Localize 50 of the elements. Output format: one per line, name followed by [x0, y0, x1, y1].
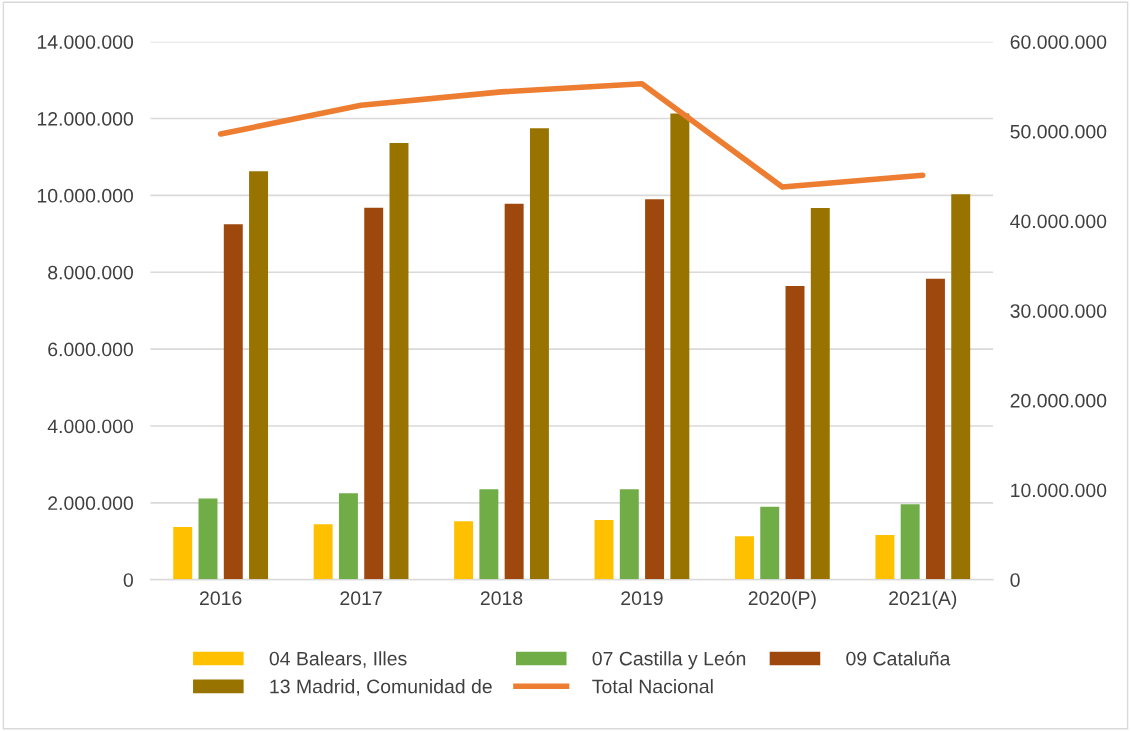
bar [810, 208, 830, 580]
y-tick-label: 0 [123, 573, 133, 587]
y2-tick-label: 40.000.000 [1010, 214, 1107, 229]
bar [925, 278, 945, 580]
bar [504, 203, 524, 580]
bar [389, 143, 409, 580]
y-tick-label: 6.000.000 [48, 342, 133, 357]
bar [875, 535, 895, 580]
y-tick-label: 4.000.000 [47, 419, 133, 434]
legend-label: Total Nacional [592, 679, 713, 694]
bar [670, 113, 690, 580]
bar [313, 524, 333, 580]
bar [479, 489, 499, 580]
legend-label: 04 Balears, Illes [269, 651, 407, 668]
y2-tick-label: 30.000.000 [1010, 304, 1107, 318]
legend-label: 13 Madrid, Comunidad de [270, 679, 492, 696]
x-tick-label: 2021(A) [889, 590, 957, 609]
bar [785, 286, 805, 580]
x-tick-label: 2018 [480, 591, 523, 606]
y-tick-label: 14.000.000 [37, 35, 134, 49]
y-tick-label: 10.000.000 [37, 188, 134, 203]
bar [338, 493, 358, 580]
y2-tick-label: 50.000.000 [1010, 124, 1107, 139]
bar [900, 504, 920, 580]
bar [364, 207, 384, 580]
bar [645, 199, 665, 580]
bar [951, 194, 971, 580]
bar [619, 489, 639, 580]
x-tick-label: 2019 [621, 591, 663, 606]
x-tick-label: 2016 [199, 591, 242, 606]
bar [529, 128, 549, 580]
bar [734, 536, 754, 580]
bar [760, 506, 780, 580]
y-tick-label: 8.000.000 [48, 265, 133, 280]
bar [198, 498, 218, 580]
bar [223, 224, 243, 580]
legend-label: 07 Castilla y León [592, 650, 746, 670]
bar [249, 171, 269, 580]
y2-tick-label: 0 [1010, 573, 1020, 587]
y-tick-label: 12.000.000 [37, 111, 134, 126]
y2-tick-label: 20.000.000 [1010, 393, 1107, 408]
bar [594, 520, 614, 580]
x-tick-label: 2020(P) [748, 590, 816, 609]
bar [173, 527, 193, 580]
y-tick-label: 2.000.000 [48, 496, 133, 511]
x-tick-label: 2017 [340, 591, 382, 606]
legend-label: 09 Cataluña [846, 651, 951, 666]
bar [454, 521, 474, 580]
y2-tick-label: 60.000.000 [1010, 35, 1107, 49]
y2-tick-label: 10.000.000 [1011, 483, 1107, 498]
